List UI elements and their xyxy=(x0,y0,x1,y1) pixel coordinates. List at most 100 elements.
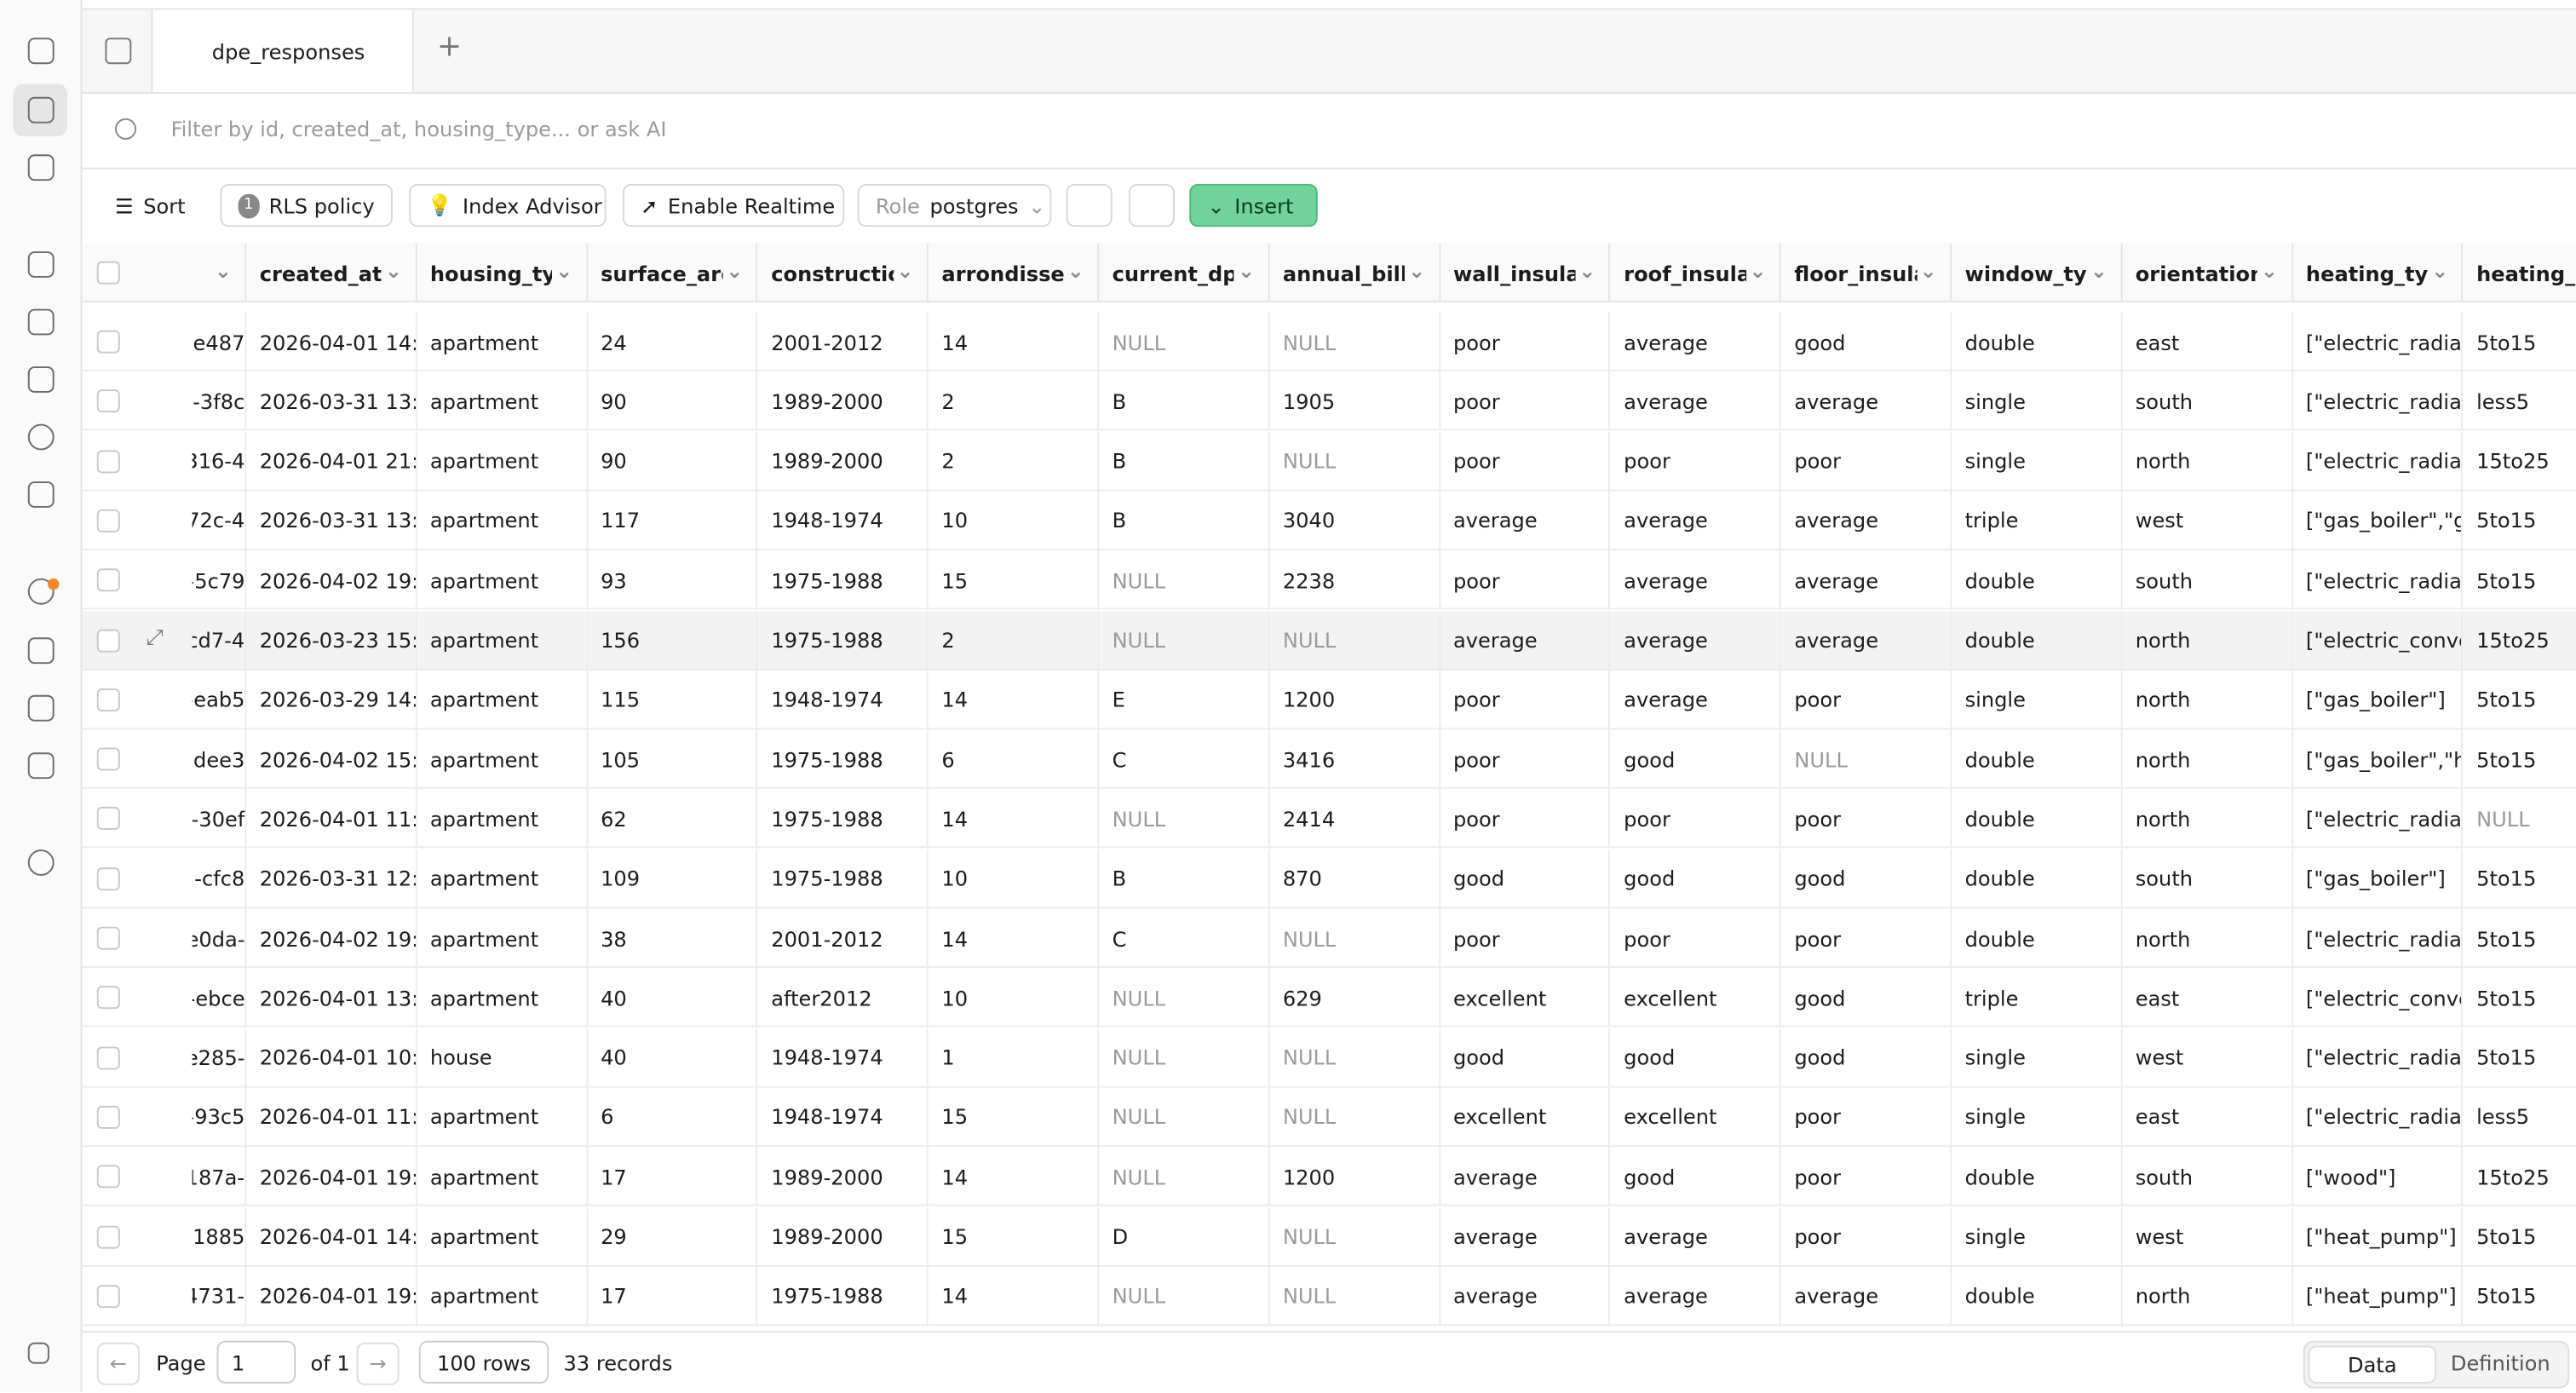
data-tab[interactable]: Data xyxy=(2308,1345,2437,1384)
sort-chevron[interactable]: ⌄ xyxy=(2090,256,2107,282)
table-row[interactable] xyxy=(82,1267,2576,1326)
column-header[interactable]: constructic ⌄ xyxy=(758,243,929,302)
db-icon[interactable] xyxy=(27,251,55,278)
insert-button[interactable]: ⌄ Insert xyxy=(1189,183,1318,227)
select-all[interactable] xyxy=(96,261,120,285)
integrations-icon[interactable] xyxy=(27,752,55,780)
column-header[interactable]: heating_ag⌄ xyxy=(2464,243,2576,302)
row-checkbox[interactable] xyxy=(96,509,120,532)
column-header[interactable]: created_at ⌄ xyxy=(246,243,417,302)
row-checkbox[interactable] xyxy=(96,1045,120,1069)
cell: 2026-03-29 14:3 xyxy=(246,670,417,729)
sort-chevron[interactable]: ⌄ xyxy=(1067,256,1084,282)
panel-toggle[interactable] xyxy=(105,37,132,65)
rls-button[interactable]: 1 RLS policy xyxy=(220,183,393,227)
column-header[interactable]: wall_insula ⌄ xyxy=(1440,243,1611,302)
definition-tab[interactable]: Definition xyxy=(2450,1350,2550,1376)
row-checkbox[interactable] xyxy=(96,1165,120,1189)
row-checkbox[interactable] xyxy=(96,449,120,473)
next-page[interactable]: → xyxy=(356,1342,400,1385)
sort-chevron[interactable]: ⌄ xyxy=(214,256,232,282)
row-checkbox[interactable] xyxy=(96,807,120,831)
row-checkbox[interactable] xyxy=(96,628,120,652)
sort-chevron[interactable]: ⌄ xyxy=(1407,256,1426,282)
prev-page[interactable]: ← xyxy=(96,1342,140,1385)
column-header[interactable]: floor_insula ⌄ xyxy=(1781,243,1952,302)
column-header[interactable]: ⌄ xyxy=(193,243,247,302)
table-row[interactable] xyxy=(82,610,2576,670)
row-checkbox[interactable] xyxy=(96,1284,120,1308)
sort-chevron[interactable]: ⌄ xyxy=(1749,256,1767,282)
table-row[interactable] xyxy=(82,969,2576,1027)
settings-icon[interactable] xyxy=(27,849,55,876)
cell: north xyxy=(2122,431,2293,491)
collapse-icon[interactable] xyxy=(27,1342,49,1364)
column-header[interactable]: surface_are ⌄ xyxy=(588,243,758,302)
tab[interactable]: dpe_responses xyxy=(151,9,414,92)
new-tab[interactable]: + xyxy=(436,29,463,65)
table-row[interactable] xyxy=(82,1088,2576,1147)
cell: average xyxy=(1611,610,1781,670)
column-header[interactable]: window_ty ⌄ xyxy=(1952,243,2123,302)
row-checkbox[interactable] xyxy=(96,1224,120,1248)
realtime-icon[interactable] xyxy=(27,423,55,451)
table-row[interactable] xyxy=(82,550,2576,610)
sort-chevron[interactable]: ⌄ xyxy=(1919,256,1937,282)
home-icon[interactable] xyxy=(27,37,55,65)
auth-icon[interactable] xyxy=(27,308,55,336)
table-row[interactable] xyxy=(82,908,2576,968)
refresh-button[interactable] xyxy=(1128,183,1175,227)
column-header[interactable]: heating_ty ⌄ xyxy=(2293,243,2464,302)
row-checkbox[interactable] xyxy=(96,1105,120,1129)
table-row[interactable] xyxy=(82,1028,2576,1087)
sort-chevron[interactable]: ⌄ xyxy=(2431,256,2449,282)
table-row[interactable] xyxy=(82,789,2576,849)
sort-button[interactable]: ☰ Sort xyxy=(98,183,202,227)
table-row[interactable] xyxy=(82,729,2576,789)
advisor-icon[interactable] xyxy=(27,578,55,605)
sort-chevron[interactable]: ⌄ xyxy=(896,256,914,282)
column-header[interactable]: arrondisser ⌄ xyxy=(929,243,1100,302)
row-checkbox[interactable] xyxy=(96,926,120,950)
page-input[interactable]: 1 xyxy=(216,1340,296,1384)
rows-select[interactable]: 100 rows xyxy=(418,1340,549,1384)
column-header[interactable]: housing_ty ⌄ xyxy=(417,243,588,302)
table-row[interactable] xyxy=(82,1148,2576,1206)
expand-icon[interactable]: ⤢ xyxy=(146,625,164,650)
sort-chevron[interactable]: ⌄ xyxy=(2260,256,2279,282)
reports-icon[interactable] xyxy=(27,637,55,665)
realtime-button[interactable]: ➚ Enable Realtime xyxy=(622,183,845,227)
table-row[interactable] xyxy=(82,849,2576,908)
table-row[interactable] xyxy=(82,431,2576,491)
column-header[interactable]: annual_bill ⌄ xyxy=(1269,243,1440,302)
column-header[interactable]: current_dp ⌄ xyxy=(1099,243,1270,302)
table-row[interactable] xyxy=(82,1207,2576,1266)
table-row[interactable] xyxy=(82,312,2576,371)
sort-chevron[interactable]: ⌄ xyxy=(555,256,573,282)
sort-chevron[interactable]: ⌄ xyxy=(726,256,744,282)
table-row[interactable] xyxy=(82,491,2576,550)
sort-chevron[interactable]: ⌄ xyxy=(1237,256,1256,282)
sort-chevron[interactable]: ⌄ xyxy=(384,256,403,282)
role-select[interactable]: Role postgres ⌄ xyxy=(857,183,1052,227)
sql-icon[interactable] xyxy=(27,154,55,181)
row-checkbox[interactable] xyxy=(96,330,120,354)
filter-input[interactable]: Filter by id, created_at, housing_type..… xyxy=(170,116,667,141)
functions-icon[interactable] xyxy=(27,481,55,508)
table-row[interactable] xyxy=(82,670,2576,729)
table-row[interactable] xyxy=(82,371,2576,431)
row-checkbox[interactable] xyxy=(96,389,120,413)
column-header[interactable]: orientation ⌄ xyxy=(2122,243,2293,302)
row-checkbox[interactable] xyxy=(96,986,120,1010)
row-checkbox[interactable] xyxy=(96,747,120,771)
logs-icon[interactable] xyxy=(27,694,55,722)
row-checkbox[interactable] xyxy=(96,688,120,711)
storage-icon[interactable] xyxy=(27,366,55,393)
sort-chevron[interactable]: ⌄ xyxy=(1578,256,1596,282)
column-header[interactable]: roof_insula ⌄ xyxy=(1611,243,1781,302)
row-checkbox[interactable] xyxy=(96,568,120,592)
docs-button[interactable] xyxy=(1066,183,1113,227)
table-icon[interactable] xyxy=(27,96,55,124)
index-advisor[interactable]: 💡 Index Advisor xyxy=(409,183,607,227)
row-checkbox[interactable] xyxy=(96,866,120,890)
